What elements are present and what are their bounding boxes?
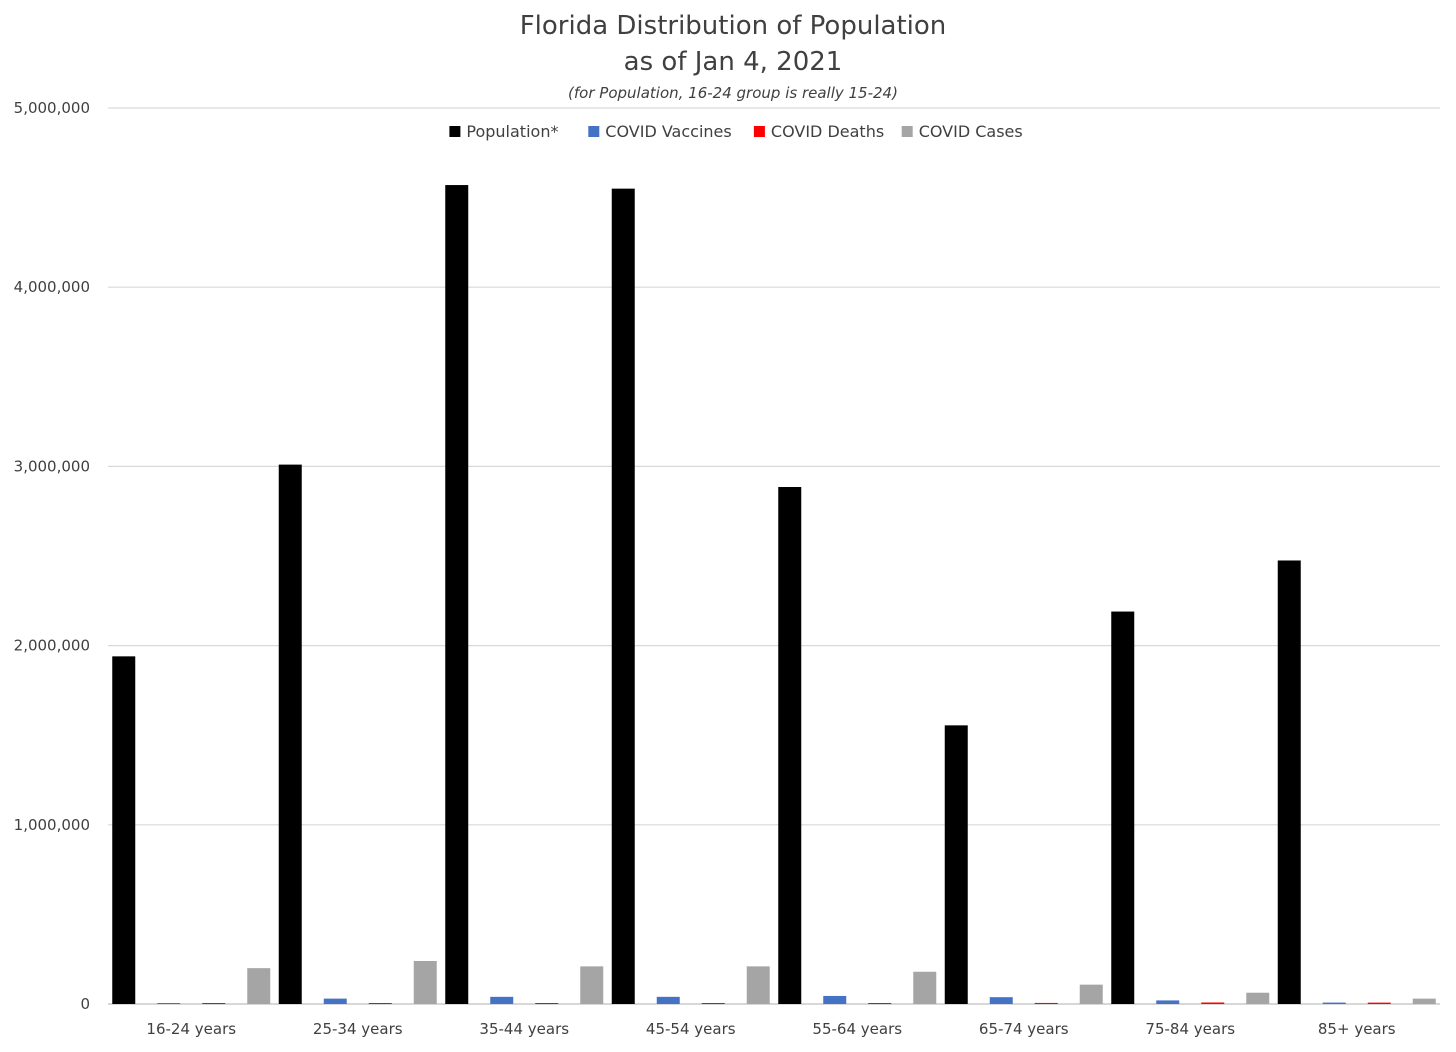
bar-covid-deaths	[1367, 1002, 1391, 1004]
bar-covid-deaths	[1201, 1002, 1225, 1004]
x-tick-label: 16-24 years	[146, 1020, 236, 1038]
bar-covid-cases	[913, 971, 937, 1004]
x-tick-label: 25-34 years	[313, 1020, 403, 1038]
legend-swatch	[901, 126, 913, 137]
bars	[112, 185, 1436, 1004]
bar-population	[778, 487, 802, 1004]
x-tick-label: 75-84 years	[1145, 1020, 1235, 1038]
bar-covid-vaccines	[1322, 1002, 1346, 1004]
bar-population	[1277, 560, 1301, 1004]
bar-covid-vaccines	[490, 996, 514, 1004]
bar-population	[944, 725, 968, 1004]
bar-population	[112, 656, 136, 1004]
bar-covid-cases	[413, 960, 437, 1004]
y-tick-label: 3,000,000	[14, 457, 90, 475]
bar-covid-deaths	[535, 1003, 559, 1004]
legend-label: COVID Deaths	[771, 122, 884, 141]
bar-covid-vaccines	[823, 995, 847, 1004]
y-tick-label: 4,000,000	[14, 278, 90, 296]
bar-covid-cases	[1079, 984, 1103, 1004]
gridlines	[108, 107, 1440, 1005]
y-tick-label: 2,000,000	[14, 637, 90, 655]
legend-swatch	[449, 126, 461, 137]
bar-covid-deaths	[868, 1003, 892, 1004]
bar-covid-cases	[1246, 992, 1270, 1004]
bar-covid-vaccines	[157, 1003, 181, 1004]
x-tick-label: 45-54 years	[646, 1020, 736, 1038]
bar-covid-vaccines	[1156, 1000, 1180, 1004]
bar-covid-cases	[580, 966, 604, 1004]
y-tick-label: 1,000,000	[14, 816, 90, 834]
y-axis: 0 1,000,000 2,000,000 3,000,000 4,000,000 5,0…	[14, 99, 90, 1013]
bar-covid-vaccines	[323, 998, 347, 1004]
x-tick-label: 85+ years	[1318, 1020, 1396, 1038]
bar-covid-cases	[247, 968, 271, 1004]
bar-population	[278, 464, 302, 1004]
x-tick-label: 65-74 years	[979, 1020, 1069, 1038]
y-tick-label: 5,000,000	[14, 99, 90, 117]
bar-covid-deaths	[202, 1003, 226, 1004]
bar-population	[1111, 611, 1135, 1004]
bar-population	[611, 188, 635, 1004]
legend-label: Population*	[466, 122, 558, 141]
legend-label: COVID Vaccines	[605, 122, 731, 141]
bar-covid-cases	[746, 966, 770, 1004]
chart-note: (for Population, 16-24 group is really 1…	[568, 84, 898, 102]
bar-covid-deaths	[368, 1003, 392, 1004]
bar-covid-cases	[1412, 998, 1436, 1004]
bar-population	[445, 185, 469, 1004]
chart-subtitle: as of Jan 4, 2021	[624, 47, 843, 77]
x-axis: 16-24 years 25-34 years 35-44 years 45-54 y…	[146, 1020, 1395, 1038]
x-tick-label: 55-64 years	[812, 1020, 902, 1038]
bar-covid-deaths	[1034, 1002, 1058, 1004]
bar-covid-vaccines	[656, 996, 680, 1004]
bar-covid-deaths	[701, 1003, 725, 1004]
legend-label: COVID Cases	[919, 122, 1023, 141]
legend: Population* COVID Vaccines COVID Deaths COV…	[449, 122, 1023, 141]
x-tick-label: 35-44 years	[479, 1020, 569, 1038]
chart-title: Florida Distribution of Population	[520, 11, 947, 41]
legend-swatch	[753, 126, 765, 137]
bar-covid-vaccines	[989, 997, 1013, 1004]
y-tick-label: 0	[80, 995, 90, 1013]
legend-swatch	[588, 126, 600, 137]
